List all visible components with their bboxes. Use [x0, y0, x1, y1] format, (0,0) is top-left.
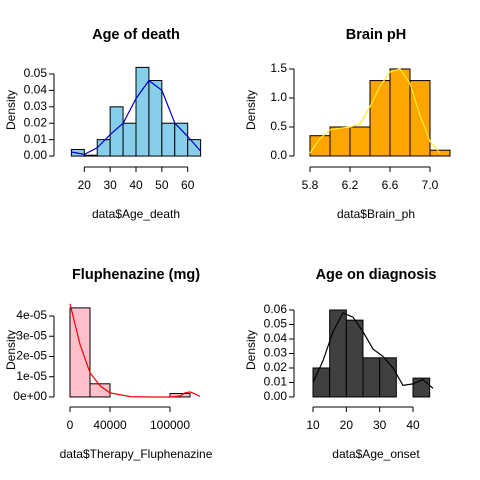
y-axis-label: Density — [4, 330, 18, 370]
y-tick-label: 4e-05 — [16, 308, 47, 322]
panel-title: Brain pH — [346, 27, 406, 43]
y-tick-label: 1.0 — [270, 90, 287, 104]
y-axis-label: Density — [244, 330, 258, 370]
bar — [369, 80, 391, 157]
y-tick-label: 1.5 — [270, 61, 287, 75]
bar — [161, 122, 176, 157]
x-tick-label: 5.8 — [302, 178, 319, 192]
density-line — [309, 68, 441, 154]
x-tick-label: 30 — [373, 418, 387, 432]
bar — [412, 377, 431, 398]
y-tick-label: 0.01 — [24, 132, 48, 146]
y-tick-label: 0.01 — [264, 375, 288, 389]
y-tick-label: 2e-05 — [16, 349, 47, 363]
bar — [312, 367, 331, 398]
y-tick-label: 0.04 — [24, 83, 48, 97]
y-tick-label: 3e-05 — [16, 328, 47, 342]
y-tick-label: 0.05 — [24, 66, 48, 80]
x-tick-label: 50 — [155, 178, 169, 192]
y-tick-label: 0.0 — [270, 148, 287, 162]
x-tick-label: 20 — [78, 178, 92, 192]
bar — [329, 126, 351, 157]
bar — [96, 139, 111, 157]
bar — [362, 357, 381, 398]
bar — [379, 357, 397, 398]
y-tick-label: 0.04 — [264, 331, 288, 345]
panel-title: Fluphenazine (mg) — [72, 267, 200, 283]
bar — [148, 80, 163, 157]
x-axis-label: data$Therapy_Fluphenazine — [60, 447, 213, 461]
bar — [389, 68, 411, 157]
x-tick-label: 10 — [306, 418, 320, 432]
y-tick-label: 1e-05 — [16, 369, 47, 383]
x-tick-label: 30 — [103, 178, 117, 192]
bar — [349, 126, 371, 157]
x-axis-label: data$Age_onset — [332, 447, 420, 461]
bar — [135, 66, 150, 157]
panel-title: Age of death — [92, 27, 180, 43]
density-line — [312, 312, 434, 389]
bar — [122, 122, 137, 157]
bar — [109, 106, 124, 157]
x-tick-label: 6.6 — [382, 178, 399, 192]
x-tick-label: 100000 — [150, 418, 190, 432]
y-tick-label: 0.06 — [264, 302, 288, 316]
panel-title: Age on diagnosis — [316, 267, 437, 283]
y-tick-label: 0e+00 — [13, 389, 47, 403]
y-tick-label: 0.02 — [24, 115, 48, 129]
y-axis-label: Density — [4, 90, 18, 130]
bar — [187, 139, 202, 157]
y-tick-label: 0.00 — [24, 148, 48, 162]
bar — [174, 122, 189, 157]
x-axis-label: data$Age_death — [92, 207, 180, 221]
x-tick-label: 7.0 — [422, 178, 439, 192]
x-tick-label: 40 — [406, 418, 420, 432]
x-tick-label: 0 — [67, 418, 74, 432]
bar — [83, 154, 98, 157]
y-tick-label: 0.05 — [264, 317, 288, 331]
density-line — [69, 303, 201, 398]
y-tick-label: 0.03 — [24, 99, 48, 113]
x-tick-label: 60 — [181, 178, 195, 192]
bar — [89, 383, 111, 398]
x-axis-label: data$Brain_ph — [337, 207, 415, 221]
y-tick-label: 0.03 — [264, 346, 288, 360]
y-tick-label: 0.02 — [264, 360, 288, 374]
bar — [169, 393, 191, 398]
density-line — [71, 79, 202, 156]
y-axis-label: Density — [244, 90, 258, 130]
bar — [69, 307, 91, 398]
x-tick-label: 40000 — [93, 418, 127, 432]
bar — [345, 319, 364, 398]
y-tick-label: 0.00 — [264, 389, 288, 403]
x-tick-label: 6.2 — [342, 178, 359, 192]
x-tick-label: 20 — [340, 418, 354, 432]
x-tick-label: 40 — [129, 178, 143, 192]
y-tick-label: 0.5 — [270, 119, 287, 133]
